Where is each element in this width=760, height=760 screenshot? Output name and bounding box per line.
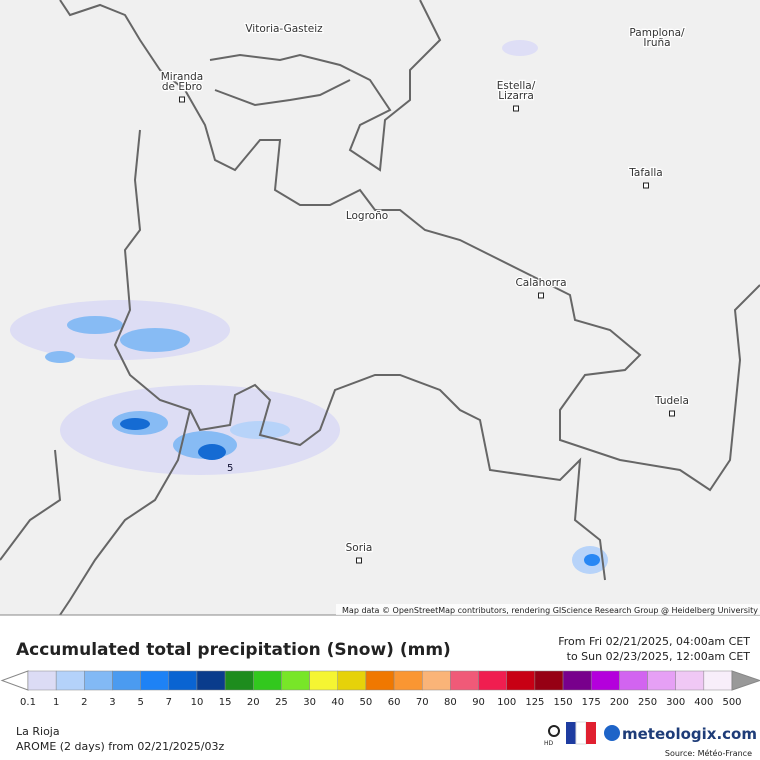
period-start: From Fri 02/21/2025, 04:00am CET — [558, 635, 750, 648]
scale-swatch — [55, 670, 85, 691]
scale-swatch — [450, 670, 479, 691]
place-marker — [643, 182, 649, 189]
period-end: to Sun 02/23/2025, 12:00am CET — [567, 650, 751, 663]
scale-label: 300 — [666, 697, 685, 708]
place-marker — [669, 410, 675, 417]
scale-label: 60 — [388, 697, 401, 708]
attribution-bg — [336, 604, 760, 615]
hd-label[interactable]: HD — [544, 740, 554, 747]
snow-areas — [10, 40, 608, 574]
scale-label: 15 — [219, 697, 232, 708]
place-name: Tudela — [654, 395, 689, 407]
hd-icon[interactable] — [548, 725, 560, 737]
scale-swatch — [84, 670, 113, 691]
scale-label: 150 — [553, 697, 572, 708]
place-marker — [179, 96, 185, 103]
place-name: Miranda — [161, 71, 203, 83]
scale-label: 30 — [303, 697, 316, 708]
flag — [566, 721, 596, 745]
scale-label: 80 — [444, 697, 457, 708]
region: La Rioja — [16, 725, 60, 738]
scale-swatch — [534, 670, 564, 691]
place-name: Lizarra — [498, 90, 534, 102]
scale-arrow-right — [731, 670, 760, 691]
scale-swatch — [112, 670, 141, 691]
place-name: Tafalla — [628, 167, 663, 179]
scale-swatch — [253, 670, 282, 691]
scale-label: 70 — [416, 697, 429, 708]
scale-label: 200 — [610, 697, 629, 708]
place-marker — [513, 105, 519, 112]
source: Source: Météo-France — [665, 748, 752, 758]
scale-swatch — [647, 670, 676, 691]
borders — [0, 0, 760, 616]
scale-swatch — [365, 670, 395, 691]
place-name: Pamplona/ — [629, 27, 685, 39]
scale-label: 90 — [472, 697, 485, 708]
place-name: Logroño — [346, 210, 388, 222]
scale-swatch — [337, 670, 367, 691]
scale-swatch — [281, 670, 310, 691]
brand-logo — [604, 725, 620, 741]
scale-swatch — [140, 670, 170, 691]
brand[interactable]: meteologix.com — [622, 725, 757, 743]
scale-swatch — [421, 670, 451, 691]
scale-label: 500 — [722, 697, 741, 708]
scale-arrow-left — [0, 670, 29, 691]
legend-title: Accumulated total precipitation (Snow) (… — [16, 640, 451, 660]
scale-swatch — [196, 670, 226, 691]
scale-swatch — [224, 670, 254, 691]
scale-swatch — [619, 670, 648, 691]
scale-label: 250 — [638, 697, 657, 708]
scale-label: 40 — [331, 697, 344, 708]
scale-label: 0.1 — [20, 697, 36, 708]
model-run: AROME (2 days) from 02/21/2025/03z — [16, 740, 225, 753]
attribution: Map data © OpenStreetMap contributors, r… — [342, 606, 758, 615]
scale-label: 100 — [497, 697, 516, 708]
scale-swatch — [478, 670, 507, 691]
scale-swatch — [675, 670, 705, 691]
scale-swatch — [309, 670, 339, 691]
scale-label: 1 — [53, 697, 59, 708]
place-marker — [356, 557, 362, 564]
scale-swatch — [27, 670, 57, 691]
place-name: Vitoria-Gasteiz — [245, 23, 323, 35]
place-name: Soria — [346, 542, 373, 554]
scale-swatch — [506, 670, 536, 691]
place-name: de Ebro — [162, 81, 202, 93]
scale-swatch — [590, 670, 620, 691]
scale-label: 3 — [109, 697, 115, 708]
scale-label: 125 — [525, 697, 544, 708]
scale-label: 7 — [166, 697, 172, 708]
scale-label: 50 — [360, 697, 373, 708]
scale-label: 400 — [694, 697, 713, 708]
contour-label: 5 — [227, 463, 233, 474]
place-name: Iruña — [643, 37, 670, 49]
scale-swatch — [393, 670, 423, 691]
place-marker — [538, 292, 544, 299]
scale-label: 10 — [191, 697, 204, 708]
scale-swatch — [562, 670, 592, 691]
color-scale: 0.1 1 2 3 5 7 10 15 20 25 30 40 50 60 70 80 90 100 125 150 1… — [0, 670, 760, 708]
scale-swatch — [168, 670, 198, 691]
scale-label: 2 — [81, 697, 87, 708]
scale-label: 20 — [247, 697, 260, 708]
scale-label: 25 — [275, 697, 288, 708]
place-name: Calahorra — [515, 277, 566, 289]
scale-label: 5 — [137, 697, 143, 708]
scale-swatch — [703, 670, 733, 691]
scale-label: 175 — [582, 697, 601, 708]
place-name: Estella/ — [497, 80, 536, 92]
